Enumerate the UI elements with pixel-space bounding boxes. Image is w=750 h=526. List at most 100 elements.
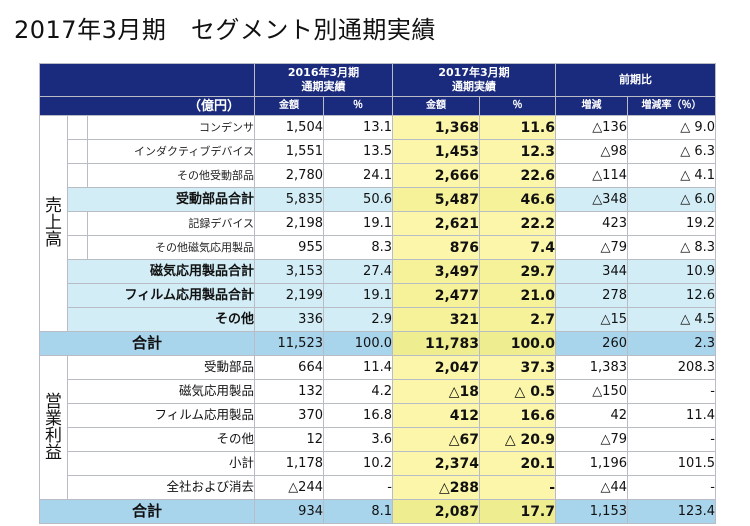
header-comparison: 前期比 (555, 63, 716, 97)
row-label: 全社および消去 (67, 475, 255, 500)
page-title: 2017年3月期 セグメント別通期実績 (14, 16, 436, 44)
change-cell: △348 (555, 187, 628, 212)
table-row: フィルム応用製品 370 16.8 412 16.6 42 11.4 (40, 403, 716, 428)
curr-amount-cell: 321 (392, 307, 480, 332)
prev-amount-cell: 2,199 (254, 283, 324, 308)
curr-pct-cell: 22.6 (479, 163, 556, 188)
prev-pct-cell: 19.1 (323, 211, 393, 236)
curr-pct-cell: 46.6 (479, 187, 556, 212)
unit-label: （億円） (39, 96, 255, 116)
curr-pct-cell: 22.2 (479, 211, 556, 236)
table-row: その他磁気応用製品 955 8.3 876 7.4 △79 △ 8.3 (40, 235, 716, 260)
prev-pct-cell: 13.1 (323, 115, 393, 140)
curr-amount-cell: 2,477 (392, 283, 480, 308)
change-cell: △79 (555, 427, 628, 452)
change-rate-cell: △ 6.3 (627, 139, 716, 164)
profit-section-label: 営業利益 (39, 355, 68, 500)
change-cell: 278 (555, 283, 628, 308)
change-cell: 42 (555, 403, 628, 428)
curr-amount-cell: 1,453 (392, 139, 480, 164)
table-row: 小計 1,178 10.2 2,374 20.1 1,196 101.5 (40, 451, 716, 476)
row-label: コンデンサ (87, 115, 255, 140)
change-cell: △150 (555, 379, 628, 404)
prev-amount-cell: 3,153 (254, 259, 324, 284)
change-cell: △136 (555, 115, 628, 140)
prev-pct-cell: 100.0 (323, 331, 393, 356)
prev-period-sublabel: 通期実績 (301, 80, 346, 93)
row-label: 小計 (67, 451, 255, 476)
table-row: 売上高 コンデンサ 1,504 13.1 1,368 11.6 △136 △ 9.0 (39, 115, 716, 332)
indent-cell (67, 235, 88, 260)
change-rate-cell: △ 4.5 (627, 307, 716, 332)
curr-pct-cell: △ 20.9 (479, 427, 556, 452)
change-rate-cell: △ 4.1 (627, 163, 716, 188)
change-cell: 1,153 (555, 499, 628, 524)
change-rate-cell: 101.5 (627, 451, 716, 476)
indent-cell (67, 139, 88, 164)
prev-pct-cell: 11.4 (323, 355, 393, 380)
row-label: 記録デバイス (87, 211, 255, 236)
row-label: その他磁気応用製品 (87, 235, 255, 260)
curr-pct-cell: 12.3 (479, 139, 556, 164)
change-rate-cell: △ 8.3 (627, 235, 716, 260)
prev-pct-cell: - (323, 475, 393, 500)
curr-amount-cell: 2,666 (392, 163, 480, 188)
indent-cell (67, 115, 88, 140)
curr-pct-cell: 100.0 (479, 331, 556, 356)
table-row: その他 336 2.9 321 2.7 △15 △ 4.5 (40, 307, 716, 332)
table-row: その他受動部品 2,780 24.1 2,666 22.6 △114 △ 4.1 (40, 163, 716, 188)
prev-pct-cell: 2.9 (323, 307, 393, 332)
curr-pct-cell: 7.4 (479, 235, 556, 260)
header-row-columns: （億円） 金額 ％ 金額 ％ 増減 増減率（％） (39, 96, 716, 116)
curr-amount-cell: 412 (392, 403, 480, 428)
header-blank-cell (39, 63, 255, 97)
row-label: 磁気応用製品合計 (67, 259, 255, 284)
prev-pct-cell: 8.1 (323, 499, 393, 524)
change-cell: △79 (555, 235, 628, 260)
change-cell: △114 (555, 163, 628, 188)
row-label: その他 (67, 307, 255, 332)
row-label: 受動部品合計 (67, 187, 255, 212)
curr-amount-cell: △67 (392, 427, 480, 452)
change-cell: 423 (555, 211, 628, 236)
row-label: フィルム応用製品合計 (67, 283, 255, 308)
prev-pct-cell: 4.2 (323, 379, 393, 404)
table-row: 合計 11,523 100.0 11,783 100.0 260 2.3 (39, 331, 716, 356)
curr-period-sublabel: 通期実績 (452, 80, 496, 93)
change-rate-cell: 19.2 (627, 211, 716, 236)
row-label: 受動部品 (67, 355, 255, 380)
col-prev-pct: ％ (323, 96, 393, 116)
indent-cell (67, 211, 88, 236)
change-rate-cell: 11.4 (627, 403, 716, 428)
prev-pct-cell: 3.6 (323, 427, 393, 452)
table-row: 磁気応用製品合計 3,153 27.4 3,497 29.7 344 10.9 (40, 259, 716, 284)
prev-amount-cell: 336 (254, 307, 324, 332)
curr-amount-cell: 1,368 (392, 115, 480, 140)
change-rate-cell: 123.4 (627, 499, 716, 524)
row-label: 合計 (39, 499, 255, 524)
curr-pct-cell: 11.6 (479, 115, 556, 140)
prev-amount-cell: 5,835 (254, 187, 324, 212)
curr-amount-cell: 2,047 (392, 355, 480, 380)
curr-amount-cell: 2,374 (392, 451, 480, 476)
row-label: その他受動部品 (87, 163, 255, 188)
table-row: 磁気応用製品 132 4.2 △18 △ 0.5 △150- (40, 379, 716, 404)
prev-amount-cell: 370 (254, 403, 324, 428)
curr-pct-cell: 29.7 (479, 259, 556, 284)
table-row: インダクティブデバイス 1,551 13.5 1,453 12.3 △98 △ 6.3 (40, 139, 716, 164)
row-label: その他 (67, 427, 255, 452)
change-cell: △98 (555, 139, 628, 164)
change-cell: △15 (555, 307, 628, 332)
prev-amount-cell: 11,523 (254, 331, 324, 356)
table-row: その他 12 3.6 △67 △ 20.9 △79- (40, 427, 716, 452)
row-label: 磁気応用製品 (67, 379, 255, 404)
sales-section-label: 売上高 (39, 115, 68, 332)
curr-pct-cell: 17.7 (479, 499, 556, 524)
curr-amount-cell: △18 (392, 379, 480, 404)
prev-amount-cell: 2,780 (254, 163, 324, 188)
change-rate-cell: - (627, 427, 716, 452)
table-row: 営業利益 受動部品 664 11.4 2,047 37.3 1,383 208.3 (39, 355, 716, 500)
col-prev-amount: 金額 (254, 96, 324, 116)
change-cell: △44 (555, 475, 628, 500)
prev-amount-cell: 955 (254, 235, 324, 260)
